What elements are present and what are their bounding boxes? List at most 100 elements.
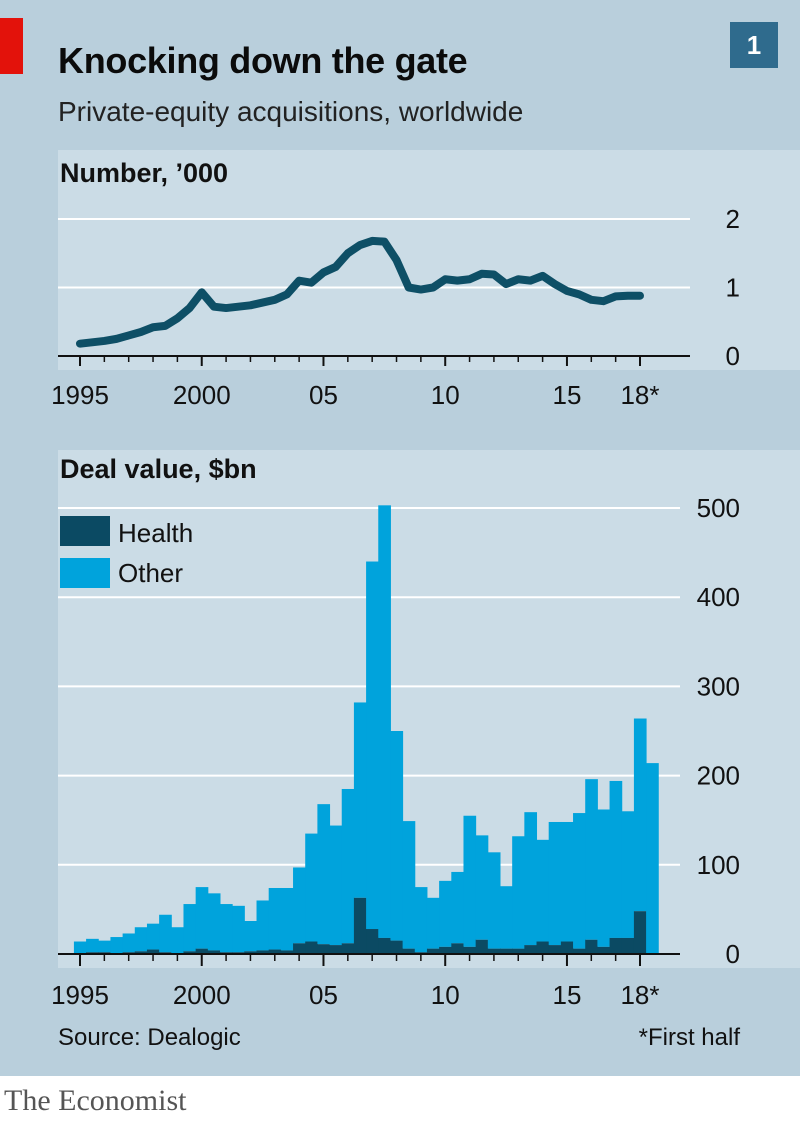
bar-other bbox=[329, 825, 343, 946]
bar-other bbox=[475, 835, 489, 940]
bar-other bbox=[195, 887, 209, 949]
bar-health bbox=[524, 945, 538, 954]
bar-other bbox=[220, 904, 233, 953]
bar-health bbox=[366, 929, 379, 954]
bar-other bbox=[487, 852, 501, 949]
bar-other bbox=[621, 811, 635, 938]
bar-other bbox=[171, 927, 184, 954]
bar-health bbox=[487, 948, 501, 954]
bar-other bbox=[73, 941, 87, 954]
bar-other bbox=[256, 900, 270, 951]
line-y-tick-label: 0 bbox=[726, 341, 740, 371]
bar-health bbox=[475, 939, 489, 954]
bar-y-tick-label: 0 bbox=[726, 939, 740, 969]
bar-other bbox=[268, 887, 282, 950]
bar-other bbox=[378, 505, 391, 938]
bar-other bbox=[536, 839, 550, 942]
bar-other bbox=[402, 821, 416, 949]
bar-other bbox=[317, 804, 331, 945]
bar-y-tick-label: 100 bbox=[697, 850, 740, 880]
bar-x-tick-label: 2000 bbox=[173, 980, 231, 1010]
bar-other bbox=[183, 904, 197, 952]
red-accent-tag bbox=[0, 18, 23, 74]
bar-x-tick-label: 15 bbox=[552, 980, 581, 1010]
line-y-tick-label: 2 bbox=[726, 204, 740, 234]
bar-x-tick-label: 1995 bbox=[51, 980, 109, 1010]
bar-y-tick-label: 500 bbox=[697, 493, 740, 523]
bar-health bbox=[560, 941, 574, 954]
legend-label-health: Health bbox=[118, 518, 193, 548]
bar-other bbox=[207, 893, 221, 951]
chart-title: Knocking down the gate bbox=[58, 40, 468, 81]
line-series-number bbox=[76, 236, 644, 348]
legend-swatch-health bbox=[60, 516, 110, 546]
bar-health bbox=[402, 948, 416, 954]
bar-health bbox=[548, 945, 562, 954]
bar-health bbox=[439, 946, 452, 954]
line-x-tick-label: 10 bbox=[431, 380, 460, 410]
bar-health bbox=[280, 950, 294, 954]
bar-health bbox=[207, 950, 221, 954]
bar-other bbox=[232, 905, 245, 953]
bar-health bbox=[573, 948, 586, 954]
bar-y-tick-label: 200 bbox=[697, 761, 740, 791]
chart-number-badge: 1 bbox=[730, 22, 778, 68]
bar-other bbox=[573, 813, 586, 949]
bar-health bbox=[378, 937, 391, 954]
line-x-tick-label: 15 bbox=[552, 380, 581, 410]
bar-other bbox=[159, 914, 172, 953]
bar-other bbox=[524, 812, 538, 946]
bar-health bbox=[195, 948, 209, 954]
bar-other bbox=[426, 897, 440, 949]
bar-health bbox=[621, 937, 635, 954]
bar-other bbox=[110, 937, 124, 954]
bar-other bbox=[609, 780, 623, 938]
source-note: Source: Dealogic bbox=[58, 1024, 241, 1051]
bar-other bbox=[390, 731, 404, 941]
bar-health bbox=[500, 948, 513, 954]
bar-health bbox=[353, 897, 367, 954]
bar-y-tick-label: 300 bbox=[697, 671, 740, 701]
bar-other bbox=[293, 867, 306, 944]
bar-health bbox=[609, 937, 623, 954]
bar-other bbox=[451, 871, 464, 944]
bar-other bbox=[86, 938, 99, 953]
bar-other bbox=[439, 880, 452, 947]
bar-health bbox=[329, 945, 343, 954]
bar-health bbox=[451, 943, 464, 954]
bar-other bbox=[134, 927, 148, 952]
bar-health bbox=[244, 951, 258, 954]
line-x-tick-label: 2000 bbox=[173, 380, 231, 410]
bar-health bbox=[341, 943, 355, 954]
bar-health bbox=[268, 949, 282, 954]
legend-label-other: Other bbox=[118, 558, 183, 588]
publisher-logo: The Economist bbox=[4, 1084, 187, 1117]
bar-other bbox=[633, 718, 647, 912]
bar-panel-bg bbox=[58, 450, 800, 968]
bar-x-tick-label: 10 bbox=[431, 980, 460, 1010]
bar-other bbox=[646, 763, 659, 954]
line-x-tick-label: 1995 bbox=[51, 380, 109, 410]
legend-swatch-other bbox=[60, 558, 110, 588]
bar-health bbox=[183, 951, 197, 954]
bar-other bbox=[597, 809, 611, 947]
bar-other bbox=[122, 933, 136, 953]
bar-health bbox=[597, 946, 611, 954]
bar-health bbox=[256, 950, 270, 954]
footnote: *First half bbox=[638, 1024, 740, 1051]
bar-other bbox=[146, 923, 160, 950]
line-x-tick-label: 05 bbox=[309, 380, 338, 410]
bar-other bbox=[280, 887, 294, 951]
bar-chart-title: Deal value, $bn bbox=[60, 454, 257, 484]
bar-health bbox=[426, 948, 440, 954]
bar-health bbox=[146, 949, 160, 954]
bar-other bbox=[500, 886, 513, 949]
chart-subtitle: Private-equity acquisitions, worldwide bbox=[58, 96, 524, 127]
bar-health bbox=[585, 939, 598, 954]
bar-other bbox=[366, 561, 379, 930]
bar-health bbox=[305, 941, 318, 954]
bar-health bbox=[390, 940, 404, 954]
line-panel-bg bbox=[58, 150, 800, 370]
bar-other bbox=[585, 779, 598, 940]
bar-health bbox=[293, 943, 306, 954]
